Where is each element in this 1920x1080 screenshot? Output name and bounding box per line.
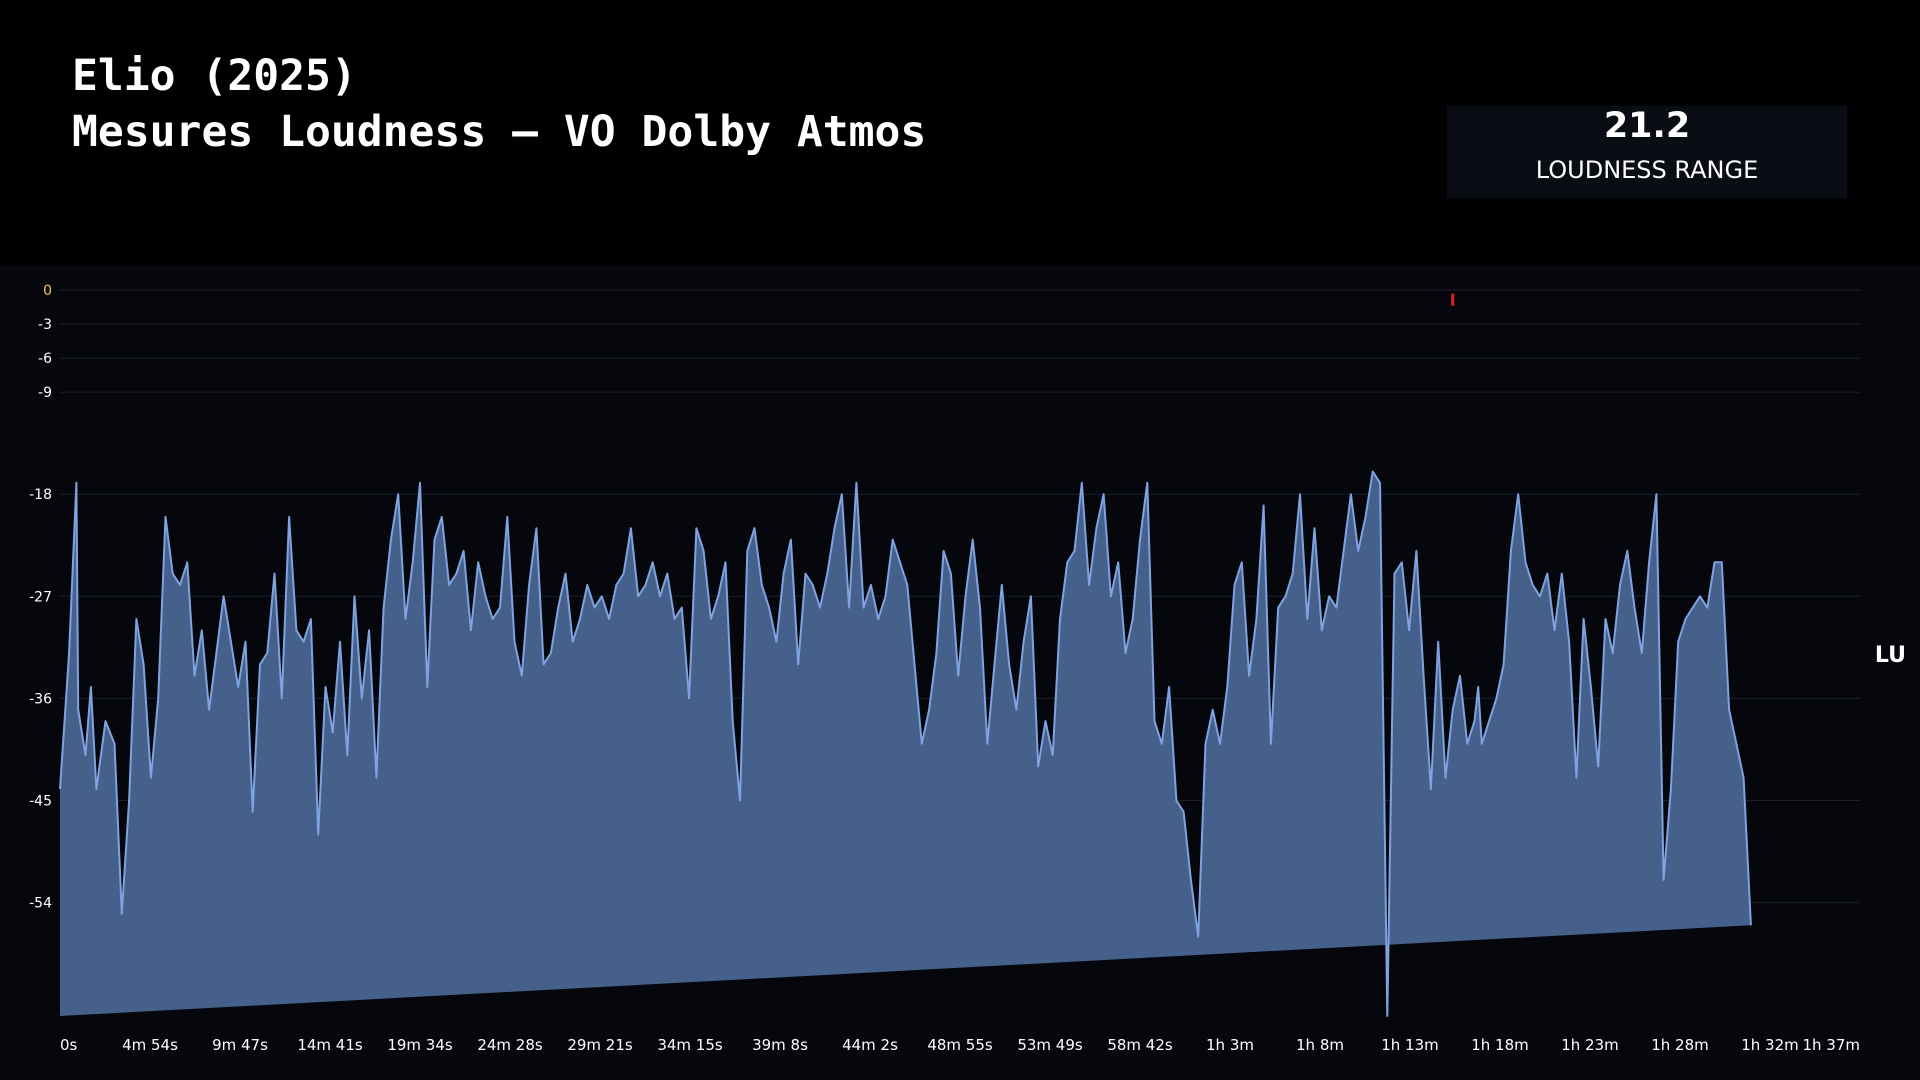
x-tick-label: 29m 21s (567, 1036, 633, 1054)
x-tick-label: 1h 28m (1651, 1036, 1709, 1054)
y-tick-label: -3 (38, 317, 52, 333)
x-tick-label: 44m 2s (842, 1036, 898, 1054)
x-tick-label: 48m 55s (927, 1036, 993, 1054)
chart-title-film: Elio (2025) (72, 51, 357, 101)
x-axis-ticks: 0s 4m 54s 9m 47s 14m 41s 19m 34s 24m 28s 29m 2… (60, 1036, 1860, 1054)
chart-panel: 0 -3 -6 -9 -18 -27 -36 -45 -54 0s 4m 54s 9m 47s 14m… (0, 265, 1920, 1080)
x-tick-label: 1h 18m (1471, 1036, 1529, 1054)
loudness-range-value: 21.2 (1603, 106, 1691, 146)
loudness-range-card: 21.2 LOUDNESS RANGE (1447, 106, 1847, 198)
x-tick-label: 9m 47s (212, 1036, 268, 1054)
x-tick-label: 39m 8s (752, 1036, 808, 1054)
series-line (59, 470, 1752, 1017)
peak-marker (1451, 293, 1455, 306)
loudness-chart: 0 -3 -6 -9 -18 -27 -36 -45 -54 0s 4m 54s 9m 47s 14m… (29, 283, 1906, 1054)
y-axis-ticks: 0 -3 -6 -9 -18 -27 -36 -45 -54 (29, 283, 52, 912)
y-tick-label: -18 (29, 487, 52, 503)
x-tick-label: 4m 54s (122, 1036, 178, 1054)
x-tick-label: 0s (60, 1036, 78, 1054)
x-tick-label: 1h 37m (1802, 1036, 1860, 1054)
series-area-fill (60, 471, 1751, 1016)
loudness-range-label: LOUDNESS RANGE (1535, 156, 1759, 184)
y-tick-label: -54 (29, 896, 52, 912)
x-tick-label: 1h 13m (1381, 1036, 1439, 1054)
x-tick-label: 53m 49s (1017, 1036, 1083, 1054)
x-tick-label: 34m 15s (657, 1036, 723, 1054)
chart-title-subtitle: Mesures Loudness – VO Dolby Atmos (72, 107, 927, 157)
y-tick-label: -27 (29, 589, 52, 605)
x-tick-label: 58m 42s (1107, 1036, 1173, 1054)
y-tick-label: -45 (29, 793, 52, 809)
x-tick-label: 1h 8m (1296, 1036, 1344, 1054)
x-tick-label: 14m 41s (297, 1036, 363, 1054)
y-tick-label: -36 (29, 691, 52, 707)
y-axis-unit-label: LU (1875, 643, 1906, 668)
title-block: Elio (2025) Mesures Loudness – VO Dolby … (72, 48, 926, 160)
x-tick-label: 19m 34s (387, 1036, 453, 1054)
y-tick-label: -6 (38, 351, 52, 367)
x-tick-label: 1h 23m (1561, 1036, 1619, 1054)
x-tick-label: 1h 3m (1206, 1036, 1254, 1054)
x-tick-label: 1h 32m (1741, 1036, 1799, 1054)
y-tick-label: -9 (38, 385, 52, 401)
y-tick-label: 0 (43, 283, 52, 299)
x-tick-label: 24m 28s (477, 1036, 543, 1054)
